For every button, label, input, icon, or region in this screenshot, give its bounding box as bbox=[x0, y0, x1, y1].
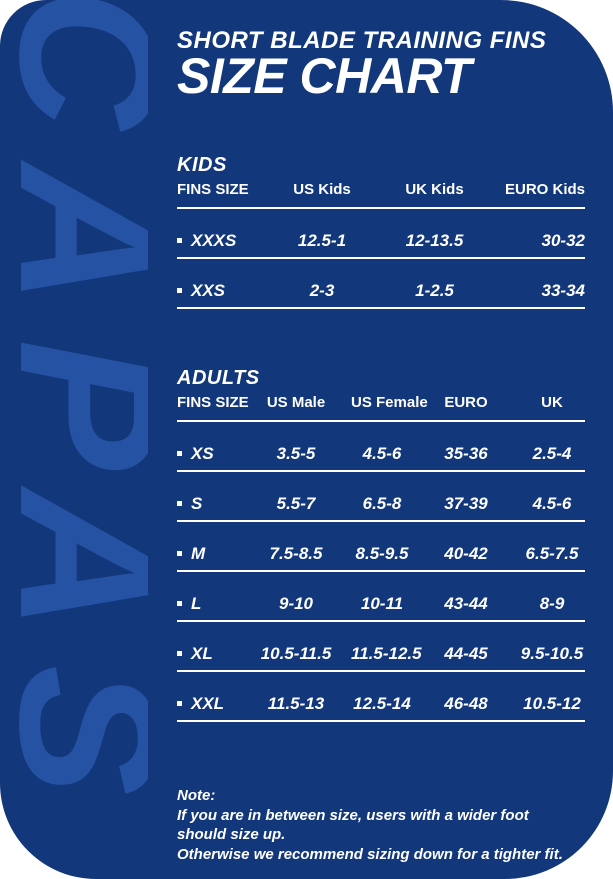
size-value-cell: 8.5-9.5 bbox=[355, 544, 409, 563]
size-value-cell: 44-45 bbox=[444, 644, 488, 663]
fins-size-cell: S bbox=[177, 493, 241, 514]
fins-size-cell: XL bbox=[177, 643, 241, 664]
table-row: XS 3.5-5 4.5-6 35-36 2.5-4 bbox=[177, 422, 585, 472]
fins-size-cell: XXL bbox=[177, 693, 241, 714]
fins-size-cell: L bbox=[177, 593, 241, 614]
size-value-cell: 35-36 bbox=[444, 444, 488, 463]
fins-size-cell: M bbox=[177, 543, 241, 564]
size-value-cell: 33-34 bbox=[541, 281, 585, 300]
row-bullet bbox=[177, 501, 182, 506]
adults-header-row: FINS SIZE US Male US Female EURO UK bbox=[177, 394, 585, 422]
column-header: FINS SIZE bbox=[177, 181, 249, 198]
size-label: XL bbox=[191, 644, 213, 663]
row-bullet bbox=[177, 601, 182, 606]
row-bullet bbox=[177, 551, 182, 556]
column-header: FINS SIZE bbox=[177, 394, 249, 411]
note-line: Otherwise we recommend sizing down for a… bbox=[177, 845, 563, 863]
note-label: Note: bbox=[177, 787, 216, 804]
size-value-cell: 43-44 bbox=[444, 594, 488, 613]
note-line: If you are in between size, users with a… bbox=[177, 806, 529, 824]
column-header: EURO Kids bbox=[504, 181, 585, 198]
fins-size-cell: XXXS bbox=[177, 230, 267, 251]
content-column: SHORT BLADE TRAINING FINS SIZE CHART KID… bbox=[177, 0, 585, 864]
size-value-cell: 9.5-10.5 bbox=[520, 644, 584, 663]
table-row: XL 10.5-11.5 11.5-12.5 44-45 9.5-10.5 bbox=[177, 622, 585, 672]
table-row: XXS 2-3 1-2.5 33-34 bbox=[177, 259, 585, 309]
size-label: XXS bbox=[191, 281, 226, 300]
size-value-cell: 3.5-5 bbox=[276, 444, 316, 463]
size-value-cell: 4.5-6 bbox=[362, 444, 402, 463]
row-bullet bbox=[177, 651, 182, 656]
brand-watermark: CAPAS bbox=[0, 0, 148, 879]
column-header: US Female bbox=[351, 394, 428, 411]
size-value-cell: 11.5-13 bbox=[267, 694, 325, 713]
column-header: UK bbox=[541, 394, 563, 411]
size-value-cell: 10.5-12 bbox=[523, 694, 581, 713]
size-label: XS bbox=[191, 444, 214, 463]
size-value-cell: 5.5-7 bbox=[276, 494, 316, 513]
kids-header-row: FINS SIZE US Kids UK Kids EURO Kids bbox=[177, 181, 585, 209]
size-label: XXL bbox=[191, 694, 225, 713]
size-value-cell: 4.5-6 bbox=[532, 494, 572, 513]
fins-size-cell: XS bbox=[177, 443, 241, 464]
row-bullet bbox=[177, 451, 182, 456]
size-value-cell: 12.5-14 bbox=[353, 694, 411, 713]
size-value-cell: 2.5-4 bbox=[532, 444, 572, 463]
table-row: XXXS 12.5-1 12-13.5 30-32 bbox=[177, 209, 585, 259]
size-label: M bbox=[191, 544, 206, 563]
size-value-cell: 10-11 bbox=[360, 594, 404, 613]
size-value-cell: 8-9 bbox=[539, 594, 565, 613]
table-row: S 5.5-7 6.5-8 37-39 4.5-6 bbox=[177, 472, 585, 522]
table-row: L 9-10 10-11 43-44 8-9 bbox=[177, 572, 585, 622]
size-value-cell: 9-10 bbox=[278, 594, 314, 613]
column-header: US Kids bbox=[293, 181, 351, 198]
row-bullet bbox=[177, 701, 182, 706]
adults-section: ADULTS FINS SIZE US Male US Female EURO … bbox=[177, 367, 585, 722]
note-line: should size up. bbox=[177, 826, 286, 843]
table-row: XXL 11.5-13 12.5-14 46-48 10.5-12 bbox=[177, 672, 585, 722]
column-header: UK Kids bbox=[405, 181, 464, 198]
size-label: S bbox=[191, 494, 203, 513]
row-bullet bbox=[177, 238, 182, 243]
kids-section: KIDS FINS SIZE US Kids UK Kids EURO Kids… bbox=[177, 154, 585, 309]
size-label: L bbox=[191, 594, 202, 613]
size-value-cell: 10.5-11.5 bbox=[260, 644, 332, 663]
size-value-cell: 40-42 bbox=[444, 544, 488, 563]
size-value-cell: 2-3 bbox=[309, 281, 335, 300]
size-value-cell: 6.5-7.5 bbox=[525, 544, 579, 563]
column-header: US Male bbox=[266, 394, 326, 411]
size-value-cell: 7.5-8.5 bbox=[269, 544, 323, 563]
column-header: EURO bbox=[444, 394, 488, 411]
section-title-adults: ADULTS bbox=[177, 367, 260, 389]
brand-watermark-text: CAPAS bbox=[0, 0, 148, 830]
size-value-cell: 1-2.5 bbox=[415, 281, 454, 300]
size-value-cell: 37-39 bbox=[444, 494, 488, 513]
table-row: M 7.5-8.5 8.5-9.5 40-42 6.5-7.5 bbox=[177, 522, 585, 572]
size-label: XXXS bbox=[191, 231, 237, 250]
row-bullet bbox=[177, 288, 182, 293]
fins-size-cell: XXS bbox=[177, 280, 267, 301]
size-value-cell: 6.5-8 bbox=[362, 494, 402, 513]
size-value-cell: 30-32 bbox=[541, 231, 585, 250]
size-value-cell: 46-48 bbox=[444, 694, 488, 713]
note-block: Note: If you are in between size, users … bbox=[177, 786, 585, 864]
size-value-cell: 11.5-12.5 bbox=[351, 644, 422, 663]
section-title-kids: KIDS bbox=[177, 154, 227, 176]
page-title: SIZE CHART bbox=[177, 48, 472, 104]
product-name: SHORT BLADE TRAINING FINS bbox=[177, 27, 547, 54]
size-value-cell: 12.5-1 bbox=[297, 231, 347, 250]
size-value-cell: 12-13.5 bbox=[405, 231, 464, 250]
